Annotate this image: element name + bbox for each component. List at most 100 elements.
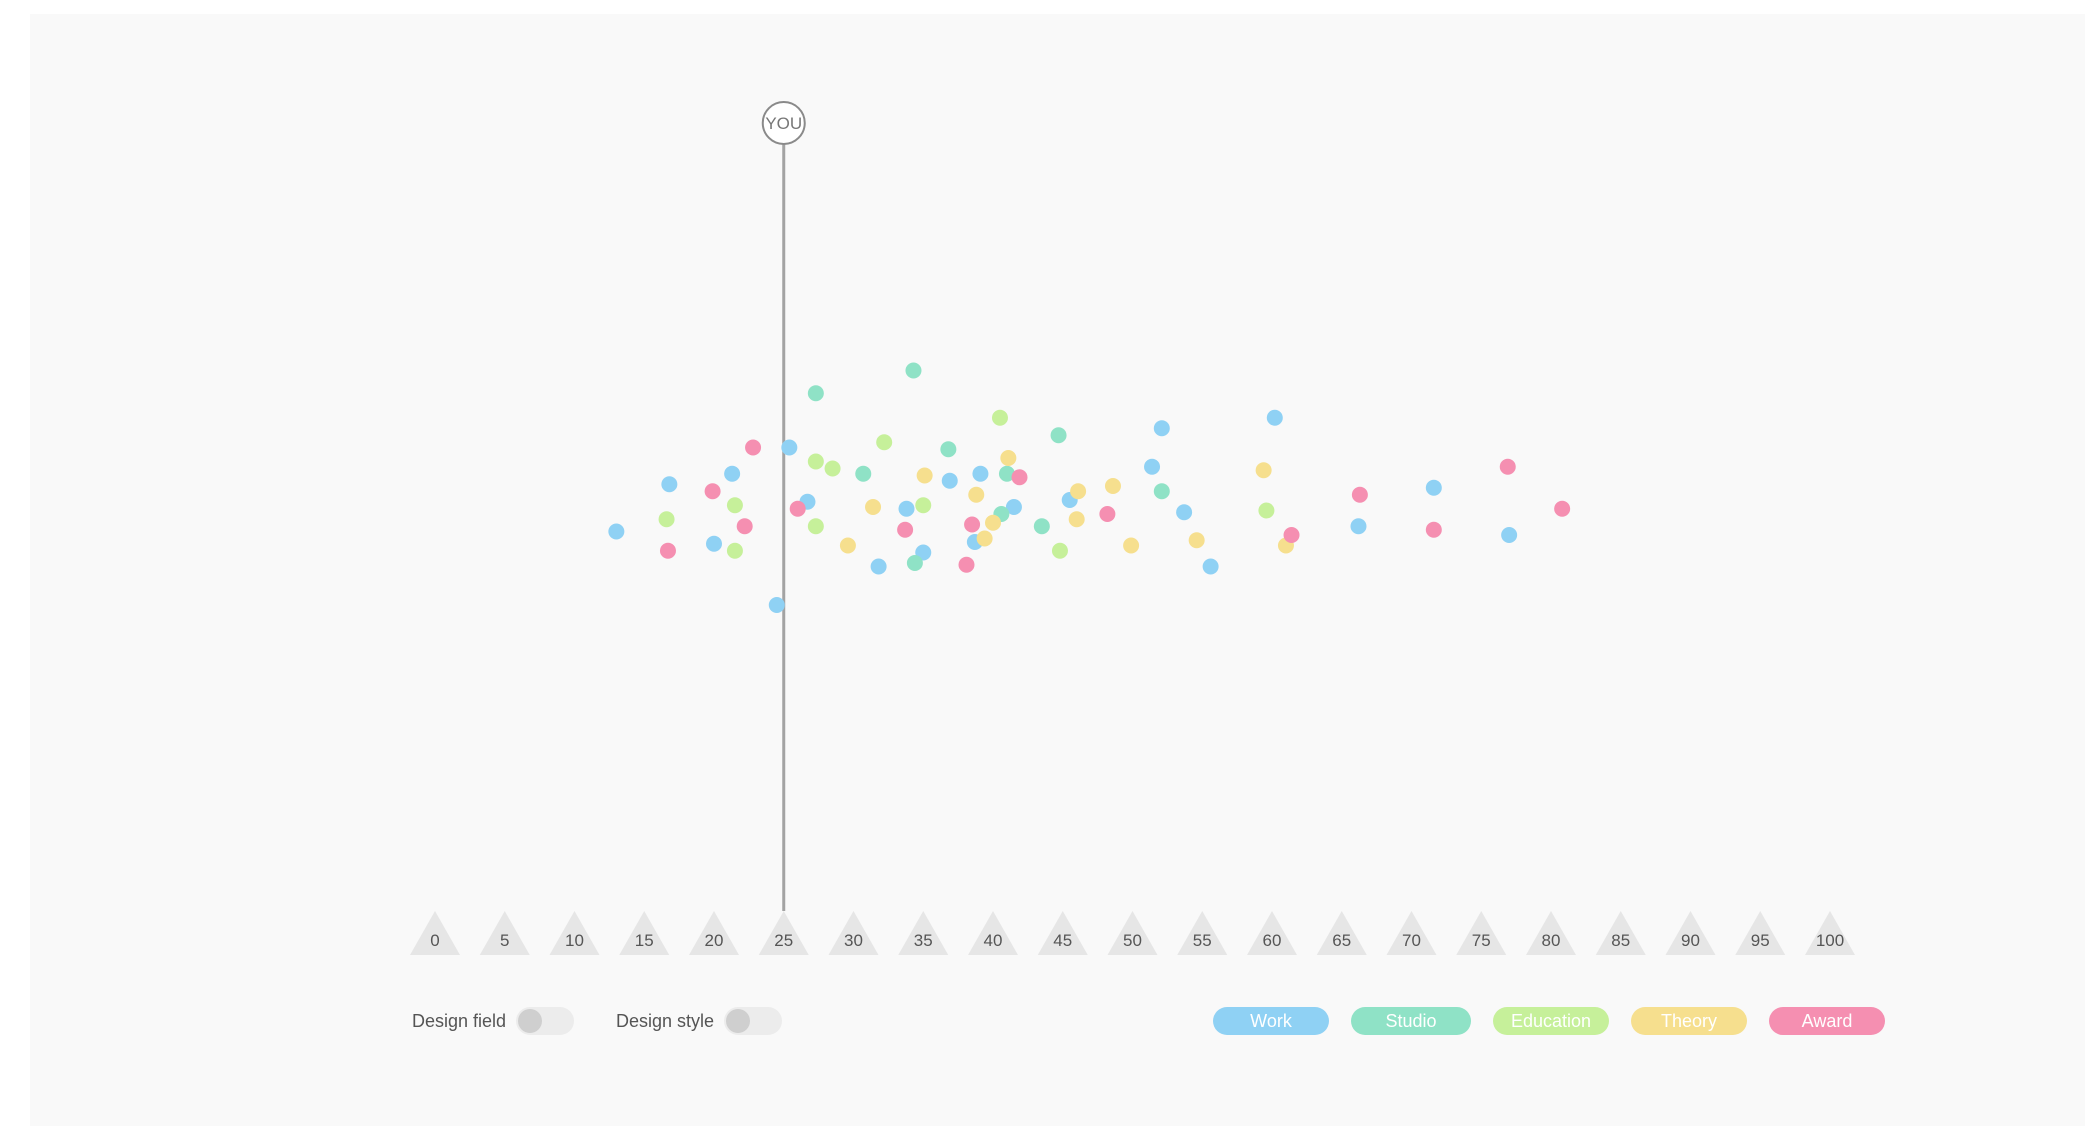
x-axis-ticks: 0 5 10 15 20 25 30 35 40 45 50 55 60 65 70 75 80 85 90 95 10… [410, 911, 1855, 955]
data-point-award[interactable] [964, 516, 981, 533]
data-point-work[interactable] [1501, 527, 1518, 543]
x-tick-label: 40 [984, 931, 1003, 950]
data-point-studio[interactable] [1033, 518, 1050, 535]
you-marker-handle[interactable] [761, 101, 806, 145]
design-field-toggle-group: Design field [412, 1007, 575, 1035]
data-point-studio[interactable] [998, 465, 1015, 482]
data-point-education[interactable] [807, 518, 824, 535]
x-tick-marker [1805, 911, 1855, 955]
legend-studio[interactable]: Studio [1351, 1007, 1471, 1035]
data-point-education[interactable] [726, 542, 743, 559]
design-field-switch[interactable] [516, 1007, 575, 1035]
data-point-theory[interactable] [1255, 462, 1272, 479]
data-point-theory[interactable] [1070, 483, 1087, 500]
data-point-award[interactable] [736, 518, 753, 535]
data-point-award[interactable] [897, 521, 914, 538]
data-point-theory[interactable] [865, 499, 882, 515]
data-point-theory[interactable] [968, 486, 985, 503]
data-point-work[interactable] [1202, 558, 1219, 575]
data-point-award[interactable] [659, 542, 676, 559]
data-point-work[interactable] [706, 535, 722, 552]
data-point-studio[interactable] [905, 362, 922, 379]
design-style-switch[interactable] [724, 1007, 783, 1035]
x-tick-marker [1526, 911, 1576, 955]
data-point-award[interactable] [789, 500, 806, 517]
data-point-education[interactable] [1051, 542, 1068, 559]
data-point-studio[interactable] [807, 385, 824, 402]
data-point-theory[interactable] [916, 467, 933, 484]
data-point-work[interactable] [768, 597, 785, 613]
x-tick-label: 100 [1816, 931, 1844, 950]
data-point-education[interactable] [1258, 502, 1275, 519]
data-point-education[interactable] [726, 497, 743, 514]
data-point-education[interactable] [876, 434, 893, 451]
x-tick-label: 95 [1751, 931, 1770, 950]
x-tick-marker [1247, 911, 1297, 955]
data-point-studio[interactable] [1050, 427, 1067, 444]
x-tick-marker [410, 911, 460, 955]
x-tick-marker [968, 911, 1018, 955]
legend-award[interactable]: Award [1769, 1007, 1885, 1035]
x-tick-marker [1665, 911, 1716, 955]
data-point-award[interactable] [1011, 469, 1028, 486]
data-point-studio[interactable] [906, 555, 923, 571]
data-point-work[interactable] [781, 439, 798, 456]
data-point-studio[interactable] [1153, 483, 1170, 500]
data-point-award[interactable] [1351, 486, 1368, 503]
x-tick-marker [1316, 911, 1367, 955]
data-point-award[interactable] [1425, 521, 1442, 538]
data-point-award[interactable] [745, 439, 762, 456]
data-point-work[interactable] [724, 465, 741, 482]
data-point-theory[interactable] [1104, 478, 1121, 494]
data-point-theory[interactable] [1123, 537, 1140, 554]
data-point-work[interactable] [1005, 499, 1022, 515]
data-point-theory[interactable] [1188, 532, 1205, 549]
data-point-theory[interactable] [839, 537, 856, 554]
data-point-education[interactable] [807, 453, 824, 470]
data-point-work[interactable] [972, 465, 989, 482]
legend-theory[interactable]: Theory [1631, 1007, 1747, 1035]
data-point-work[interactable] [608, 523, 625, 540]
x-tick-label: 90 [1681, 931, 1700, 950]
x-tick-marker [1037, 911, 1088, 955]
data-point-work[interactable] [870, 558, 887, 575]
x-tick-marker [549, 911, 600, 955]
you-marker[interactable]: YOU [761, 101, 806, 911]
data-point-theory[interactable] [985, 514, 1001, 531]
data-point-work[interactable] [1144, 458, 1161, 475]
data-point-work[interactable] [1266, 409, 1283, 426]
design-field-label: Design field [412, 1010, 507, 1031]
data-point-studio[interactable] [855, 465, 872, 482]
data-point-award[interactable] [1283, 527, 1300, 543]
data-point-work[interactable] [898, 500, 915, 517]
data-point-education[interactable] [658, 511, 675, 528]
x-tick-label: 65 [1332, 931, 1351, 950]
data-point-award[interactable] [1099, 506, 1116, 522]
data-point-work[interactable] [941, 472, 958, 489]
legend-award-label: Award [1801, 1010, 1853, 1031]
x-tick-marker [758, 911, 809, 955]
legend-education[interactable]: Education [1493, 1007, 1609, 1035]
x-tick-marker [1386, 911, 1437, 955]
data-point-award[interactable] [1554, 500, 1571, 517]
design-field-switch-knob [518, 1009, 543, 1033]
data-point-award[interactable] [1499, 458, 1516, 475]
data-point-theory[interactable] [1000, 450, 1017, 466]
data-point-work[interactable] [661, 476, 678, 493]
data-point-studio[interactable] [940, 441, 957, 458]
data-point-theory[interactable] [976, 530, 993, 547]
data-point-award[interactable] [958, 556, 975, 573]
data-point-work[interactable] [1176, 504, 1193, 521]
data-point-work[interactable] [1153, 420, 1170, 437]
legend-work[interactable]: Work [1213, 1007, 1329, 1035]
you-marker-label: YOU [765, 114, 802, 133]
legend-work-label: Work [1250, 1010, 1292, 1031]
design-style-switch-knob [726, 1009, 751, 1033]
data-point-education[interactable] [991, 409, 1008, 426]
data-point-education[interactable] [824, 460, 841, 477]
data-point-work[interactable] [1350, 518, 1367, 535]
data-point-theory[interactable] [1068, 511, 1085, 528]
data-point-award[interactable] [704, 483, 721, 500]
data-point-work[interactable] [1425, 479, 1442, 496]
data-point-education[interactable] [915, 497, 932, 514]
